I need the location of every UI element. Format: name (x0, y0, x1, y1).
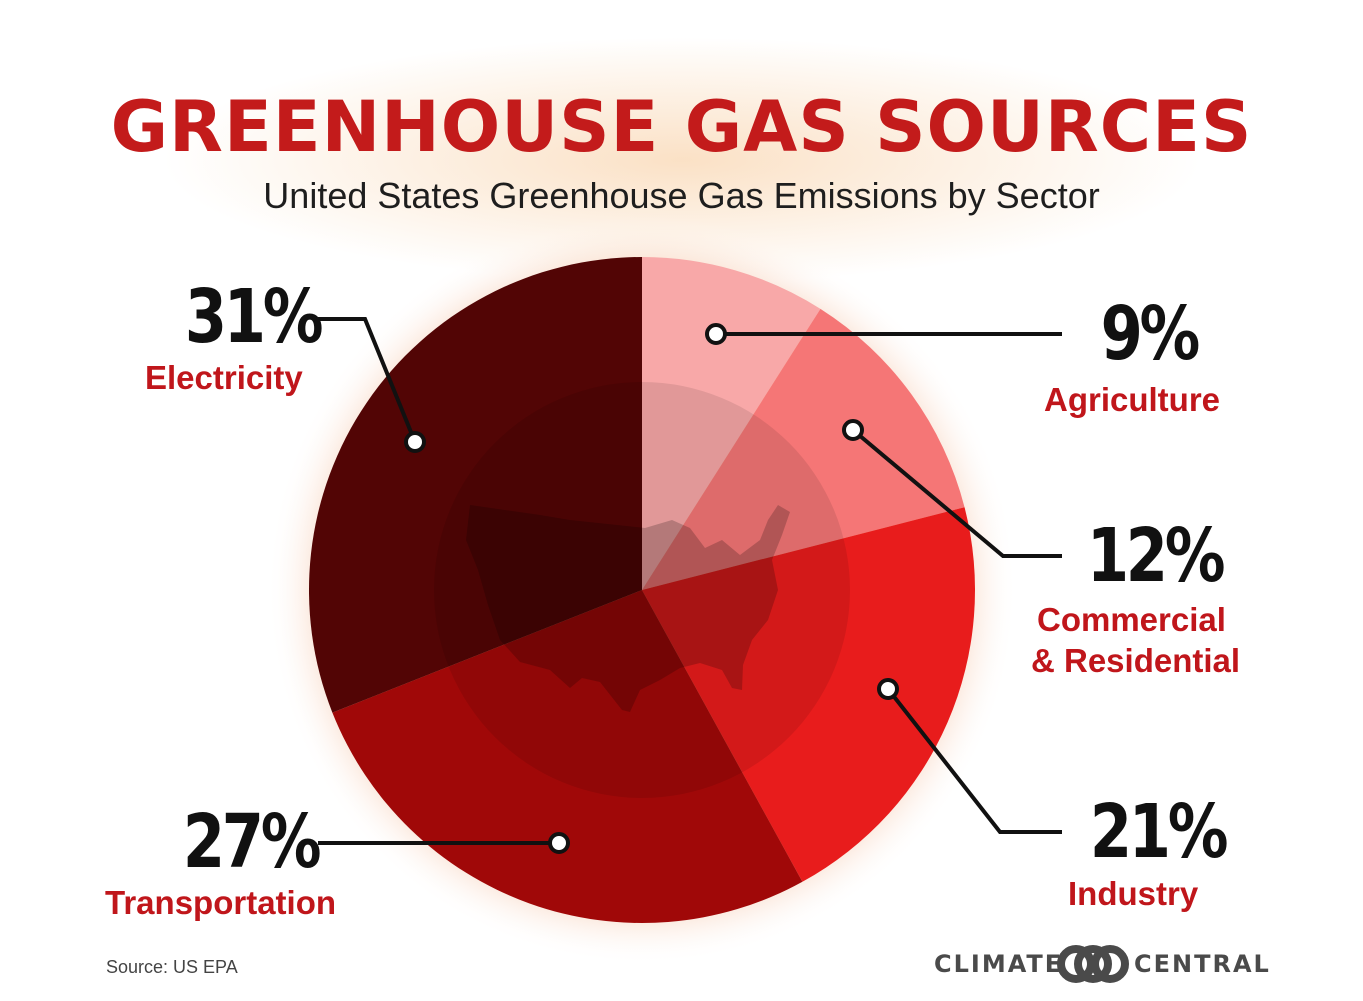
label-industry: Industry (1068, 875, 1199, 912)
leader-line-industry (886, 687, 1062, 834)
leader-dot-transportation (548, 832, 570, 854)
label-transportation: Transportation (105, 884, 337, 921)
brand-right: CENTRAL (1134, 950, 1271, 978)
pct-label-agriculture: 9% (1100, 291, 1201, 377)
label-electricity: Electricity (145, 359, 303, 396)
pie-slice-agriculture (642, 257, 821, 590)
pie-slice-industry (642, 507, 976, 882)
brand-left: CLIMATE (934, 950, 1064, 978)
pct-label-electricity: 31% (184, 274, 324, 360)
inner-ring (434, 382, 850, 798)
pct-label-commercial-residential: 12% (1086, 513, 1226, 599)
chart-title: GREENHOUSE GAS SOURCES (110, 86, 1253, 168)
leader-lines (316, 317, 1062, 854)
label-residential: & Residential (1031, 642, 1241, 679)
label-commercial: Commercial (1037, 601, 1226, 638)
pie-slice-transportation (332, 590, 803, 924)
pie-slice-electricity (308, 257, 642, 713)
chart-subtitle: United States Greenhouse Gas Emissions b… (263, 175, 1100, 216)
pct-label-transportation: 27% (182, 799, 322, 885)
leader-dot-commercial-residential (842, 419, 864, 441)
leader-dot-agriculture (705, 323, 727, 345)
leader-dot-electricity (404, 431, 426, 453)
source-note: Source: US EPA (106, 957, 238, 977)
us-map-silhouette (466, 505, 790, 712)
pct-label-industry: 21% (1089, 789, 1229, 875)
pie-slices (308, 257, 976, 924)
climate-central-logo-icon (1057, 945, 1129, 983)
label-agriculture: Agriculture (1044, 381, 1221, 418)
pie-slice-commercial-residential (642, 308, 965, 590)
leader-line-commercial-residential (851, 428, 1062, 558)
leader-line-electricity (316, 317, 417, 443)
leader-dot-industry (877, 678, 899, 700)
